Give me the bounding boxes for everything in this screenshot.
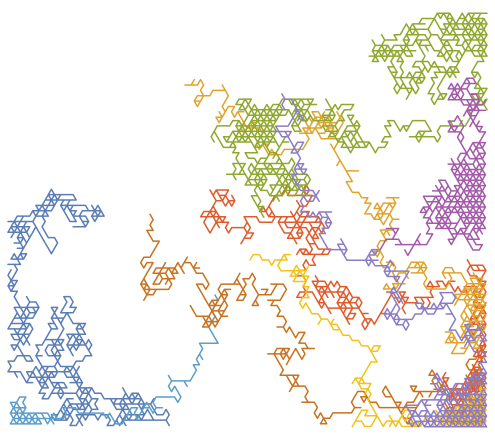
walk-burnt-orange <box>139 213 486 425</box>
walk-olive-green <box>210 12 488 218</box>
walk-lavender <box>271 93 488 428</box>
walk-steel-blue-west <box>7 188 170 427</box>
walk-sky-blue-southwest <box>9 294 219 425</box>
walk-magenta-east <box>379 77 487 257</box>
walk-red-orange <box>199 183 487 428</box>
walk-gold-north <box>184 78 487 355</box>
